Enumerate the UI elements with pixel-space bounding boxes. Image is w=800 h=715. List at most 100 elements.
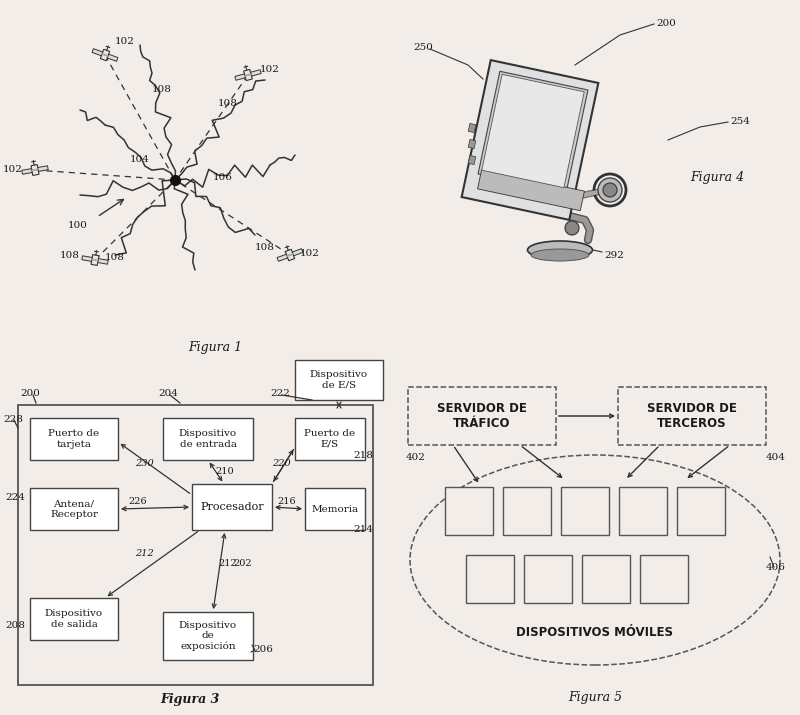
Text: 206: 206: [253, 646, 273, 654]
Text: Figura 5: Figura 5: [568, 691, 622, 704]
Text: Dispositivo
de salida: Dispositivo de salida: [45, 609, 103, 628]
Text: SERVIDOR DE
TRÁFICO: SERVIDOR DE TRÁFICO: [437, 402, 527, 430]
Text: 228: 228: [3, 415, 23, 425]
Text: 230: 230: [135, 458, 154, 468]
Polygon shape: [468, 124, 476, 132]
Polygon shape: [468, 139, 476, 149]
Text: Memoria: Memoria: [311, 505, 358, 513]
Text: 212: 212: [218, 558, 237, 568]
Text: 108: 108: [218, 99, 238, 107]
Text: 254: 254: [730, 117, 750, 127]
Bar: [582, 555, 630, 603]
Text: Puerto de
E/S: Puerto de E/S: [305, 429, 355, 449]
Text: 108: 108: [105, 252, 125, 262]
Polygon shape: [92, 259, 98, 262]
Text: SERVIDOR DE
TERCEROS: SERVIDOR DE TERCEROS: [647, 402, 737, 430]
Text: 292: 292: [604, 250, 624, 260]
Text: Figura 4: Figura 4: [690, 170, 744, 184]
Bar: [192, 484, 272, 530]
Polygon shape: [235, 74, 246, 80]
Polygon shape: [38, 166, 48, 172]
Polygon shape: [277, 255, 288, 261]
Text: 210: 210: [215, 466, 234, 475]
Polygon shape: [98, 259, 108, 265]
Bar: [163, 612, 253, 660]
Bar: [503, 487, 551, 535]
Polygon shape: [286, 253, 294, 257]
Polygon shape: [92, 49, 102, 56]
Text: 212: 212: [135, 548, 154, 558]
Text: 202: 202: [233, 558, 252, 568]
Bar: [466, 555, 514, 603]
Text: 200: 200: [656, 19, 676, 27]
Text: Dispositivo
de E/S: Dispositivo de E/S: [310, 370, 368, 390]
Text: 108: 108: [255, 242, 275, 252]
Polygon shape: [22, 169, 32, 174]
Ellipse shape: [598, 178, 622, 202]
Text: 100: 100: [68, 220, 88, 230]
Text: 102: 102: [300, 249, 320, 257]
Text: 222: 222: [270, 388, 290, 398]
Polygon shape: [250, 69, 261, 76]
Text: 204: 204: [158, 388, 178, 398]
Text: 402: 402: [406, 453, 426, 461]
Text: 102: 102: [3, 165, 23, 174]
Polygon shape: [478, 72, 588, 193]
Polygon shape: [286, 250, 294, 261]
Polygon shape: [244, 69, 252, 81]
Text: 218: 218: [353, 450, 373, 460]
Bar: [30, 598, 118, 640]
Text: 108: 108: [152, 86, 172, 94]
Bar: [561, 487, 609, 535]
Bar: [677, 487, 725, 535]
Text: 102: 102: [260, 66, 280, 74]
Bar: [640, 555, 688, 603]
Text: Dispositivo
de entrada: Dispositivo de entrada: [179, 429, 237, 449]
Text: 102: 102: [115, 37, 135, 46]
Polygon shape: [82, 256, 92, 262]
Text: 216: 216: [277, 498, 296, 506]
Polygon shape: [482, 74, 584, 187]
Text: 404: 404: [766, 453, 786, 461]
Polygon shape: [478, 169, 585, 211]
Bar: [305, 488, 365, 530]
Polygon shape: [462, 60, 598, 220]
Bar: [445, 487, 493, 535]
Text: 220: 220: [272, 458, 290, 468]
Bar: [618, 387, 766, 445]
Text: Antena/
Receptor: Antena/ Receptor: [50, 499, 98, 518]
Text: Dispositivo
de
exposición: Dispositivo de exposición: [179, 621, 237, 651]
Bar: [408, 387, 556, 445]
Text: 106: 106: [213, 172, 233, 182]
Polygon shape: [31, 164, 39, 175]
Ellipse shape: [603, 183, 617, 197]
Bar: [163, 418, 253, 460]
Text: 208: 208: [5, 621, 25, 629]
Bar: [30, 418, 118, 460]
Text: 406: 406: [766, 563, 786, 571]
Bar: [18, 405, 373, 685]
Bar: [30, 488, 118, 530]
Text: 108: 108: [60, 250, 80, 260]
Text: Procesador: Procesador: [200, 502, 264, 512]
Text: Figura 1: Figura 1: [188, 340, 242, 353]
Ellipse shape: [410, 455, 780, 665]
Polygon shape: [245, 73, 251, 77]
Polygon shape: [468, 155, 476, 164]
Text: 104: 104: [130, 155, 150, 164]
Text: Puerto de
tarjeta: Puerto de tarjeta: [49, 429, 99, 449]
Text: 214: 214: [353, 526, 373, 535]
Ellipse shape: [527, 241, 593, 259]
Ellipse shape: [531, 249, 589, 261]
Bar: [295, 360, 383, 400]
Bar: [295, 418, 365, 460]
Polygon shape: [32, 169, 38, 172]
Text: 250: 250: [413, 42, 433, 51]
Polygon shape: [292, 249, 303, 256]
Polygon shape: [102, 53, 108, 57]
Ellipse shape: [565, 221, 579, 235]
Text: DISPOSITIVOS MÓVILES: DISPOSITIVOS MÓVILES: [517, 626, 674, 639]
Text: 226: 226: [128, 498, 146, 506]
Text: 224: 224: [5, 493, 25, 501]
Polygon shape: [100, 49, 110, 61]
